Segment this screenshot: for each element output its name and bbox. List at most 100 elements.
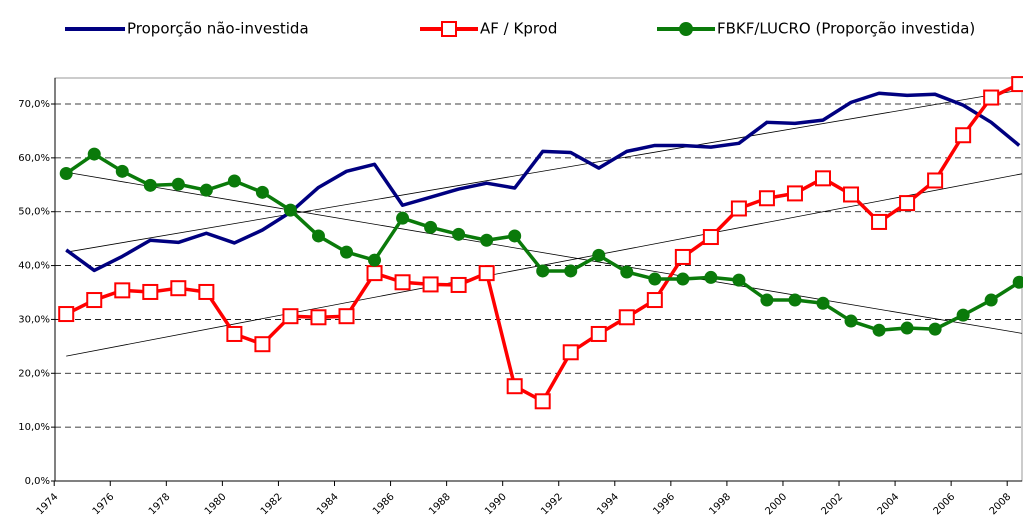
marker: [704, 270, 718, 284]
series-line: [65, 152, 1021, 332]
marker: [816, 296, 830, 310]
x-tick-label: 1982: [259, 491, 285, 517]
marker: [424, 220, 438, 234]
series: [65, 91, 1021, 273]
marker: [394, 274, 411, 291]
marker: [955, 127, 972, 144]
y-tick-label: 60,0%: [18, 153, 50, 164]
marker: [758, 190, 775, 207]
marker: [592, 248, 606, 262]
x-tick-label: 1996: [651, 491, 677, 517]
y-tick-label: 20,0%: [18, 368, 50, 379]
x-tick-label: 1984: [315, 491, 341, 517]
series-line: [65, 82, 1020, 404]
marker: [311, 229, 325, 243]
x-tick-label: 1992: [539, 491, 565, 517]
marker: [198, 283, 215, 300]
marker: [814, 170, 831, 187]
marker: [480, 233, 494, 247]
series-line: [65, 91, 1021, 273]
marker: [536, 264, 550, 278]
marker: [254, 336, 271, 353]
marker: [646, 292, 663, 309]
legend-label: AF / Kprod: [480, 20, 557, 38]
marker: [170, 280, 187, 297]
plot-frame: [54, 77, 1023, 482]
marker: [984, 293, 998, 307]
marker: [843, 186, 860, 203]
marker: [282, 308, 299, 325]
marker: [199, 183, 213, 197]
marker: [928, 322, 942, 336]
marker: [506, 378, 523, 395]
marker: [171, 177, 185, 191]
legend-item: FBKF/LUCRO (Proporção investida): [657, 20, 975, 38]
marker: [590, 325, 607, 342]
y-tick-label: 40,0%: [18, 261, 50, 272]
y-tick-label: 10,0%: [18, 422, 50, 433]
x-tick-label: 1990: [483, 491, 509, 517]
x-tick-label: 1974: [35, 491, 61, 517]
marker: [338, 308, 355, 325]
x-tick-label: 1986: [371, 491, 397, 517]
y-tick-label: 30,0%: [18, 314, 50, 325]
marker: [956, 308, 970, 322]
marker: [648, 272, 662, 286]
marker: [142, 283, 159, 300]
marker: [983, 89, 1000, 106]
marker: [899, 195, 916, 212]
legend-label: Proporção não-investida: [127, 20, 309, 38]
marker: [674, 248, 691, 265]
marker: [871, 213, 888, 230]
marker: [115, 164, 129, 178]
marker: [86, 292, 103, 309]
legend-item: AF / Kprod: [420, 20, 557, 38]
marker: [1011, 76, 1023, 93]
marker: [788, 293, 802, 307]
marker: [564, 264, 578, 278]
marker: [396, 211, 410, 225]
marker: [732, 273, 746, 287]
series: [59, 147, 1023, 337]
marker: [59, 166, 73, 180]
marker: [562, 344, 579, 361]
x-tick-label: 1988: [427, 491, 453, 517]
x-tick-label: 1978: [147, 491, 173, 517]
x-tick-label: 2006: [932, 491, 958, 517]
marker: [310, 309, 327, 326]
x-tick-label: 1980: [203, 491, 229, 517]
marker: [226, 325, 243, 342]
x-tick-label: 1998: [707, 491, 733, 517]
x-tick-label: 2008: [988, 491, 1014, 517]
marker: [255, 185, 269, 199]
marker: [508, 229, 522, 243]
marker: [844, 314, 858, 328]
marker: [618, 309, 635, 326]
marker: [676, 272, 690, 286]
marker: [730, 200, 747, 217]
marker: [1012, 275, 1023, 289]
x-tick-label: 1994: [595, 491, 621, 517]
marker: [927, 172, 944, 189]
marker: [452, 227, 466, 241]
marker: [702, 229, 719, 246]
marker: [620, 265, 634, 279]
legend-marker: [441, 21, 457, 37]
trendline: [66, 171, 1023, 334]
x-tick-label: 1976: [91, 491, 117, 517]
x-tick-label: 2000: [763, 491, 789, 517]
marker: [422, 276, 439, 293]
marker: [143, 178, 157, 192]
x-tick-label: 2002: [819, 491, 845, 517]
trendline: [66, 89, 1023, 253]
y-tick-label: 70,0%: [18, 99, 50, 110]
legend-marker: [679, 22, 693, 36]
marker: [58, 306, 75, 323]
marker: [872, 323, 886, 337]
legend-label: FBKF/LUCRO (Proporção investida): [717, 20, 975, 38]
marker: [366, 265, 383, 282]
marker: [283, 203, 297, 217]
series: [58, 76, 1023, 410]
marker: [87, 147, 101, 161]
